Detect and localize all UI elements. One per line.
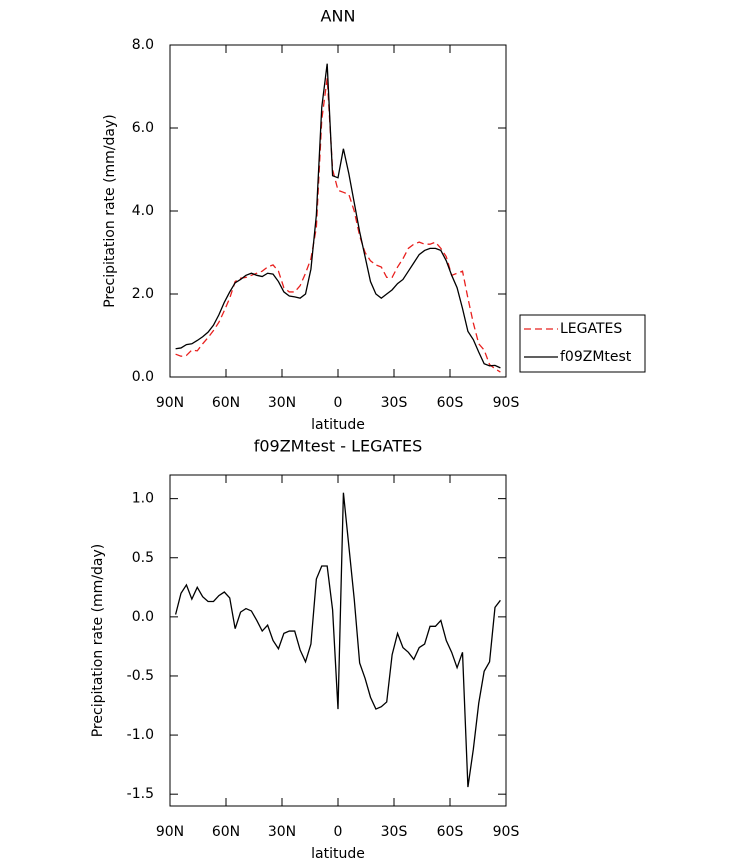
- y-axis-label: Precipitation rate (mm/day): [90, 544, 106, 738]
- data-line: [175, 78, 501, 373]
- x-tick-label: 30S: [381, 824, 408, 840]
- x-tick-label: 90N: [156, 824, 184, 840]
- x-axis-label: latitude: [311, 846, 365, 862]
- y-tick-label: 2.0: [132, 286, 154, 302]
- y-tick-label: 6.0: [132, 120, 154, 136]
- x-tick-label: 30N: [268, 824, 296, 840]
- x-tick-label: 30S: [381, 395, 408, 411]
- y-tick-label: 0.0: [132, 369, 154, 385]
- chart-title: ANN: [321, 7, 356, 26]
- legend-label: LEGATES: [560, 321, 622, 337]
- y-tick-label: -1.0: [127, 727, 154, 743]
- x-tick-label: 30N: [268, 395, 296, 411]
- y-tick-label: 1.0: [132, 491, 154, 507]
- x-tick-label: 60S: [437, 395, 464, 411]
- data-line: [175, 63, 501, 369]
- y-tick-label: 8.0: [132, 37, 154, 53]
- x-tick-label: 90N: [156, 395, 184, 411]
- x-tick-label: 60N: [212, 824, 240, 840]
- x-tick-label: 60S: [437, 824, 464, 840]
- chart-title: f09ZMtest - LEGATES: [254, 437, 423, 456]
- legend-label: f09ZMtest: [560, 349, 632, 365]
- plot-frame: [169, 44, 507, 378]
- y-tick-label: 0.0: [132, 609, 154, 625]
- x-axis-label: latitude: [311, 417, 365, 433]
- y-axis-label: Precipitation rate (mm/day): [102, 114, 118, 308]
- x-tick-label: 90S: [493, 824, 520, 840]
- x-tick-label: 0: [334, 824, 343, 840]
- x-tick-label: 90S: [493, 395, 520, 411]
- y-tick-label: -0.5: [127, 668, 154, 684]
- x-tick-label: 60N: [212, 395, 240, 411]
- y-tick-label: 4.0: [132, 203, 154, 219]
- plot-frame: [169, 474, 507, 807]
- legend-box: [519, 314, 646, 373]
- y-tick-label: 0.5: [132, 550, 154, 566]
- x-tick-label: 0: [334, 395, 343, 411]
- y-tick-label: -1.5: [127, 786, 154, 802]
- data-line: [174, 492, 501, 788]
